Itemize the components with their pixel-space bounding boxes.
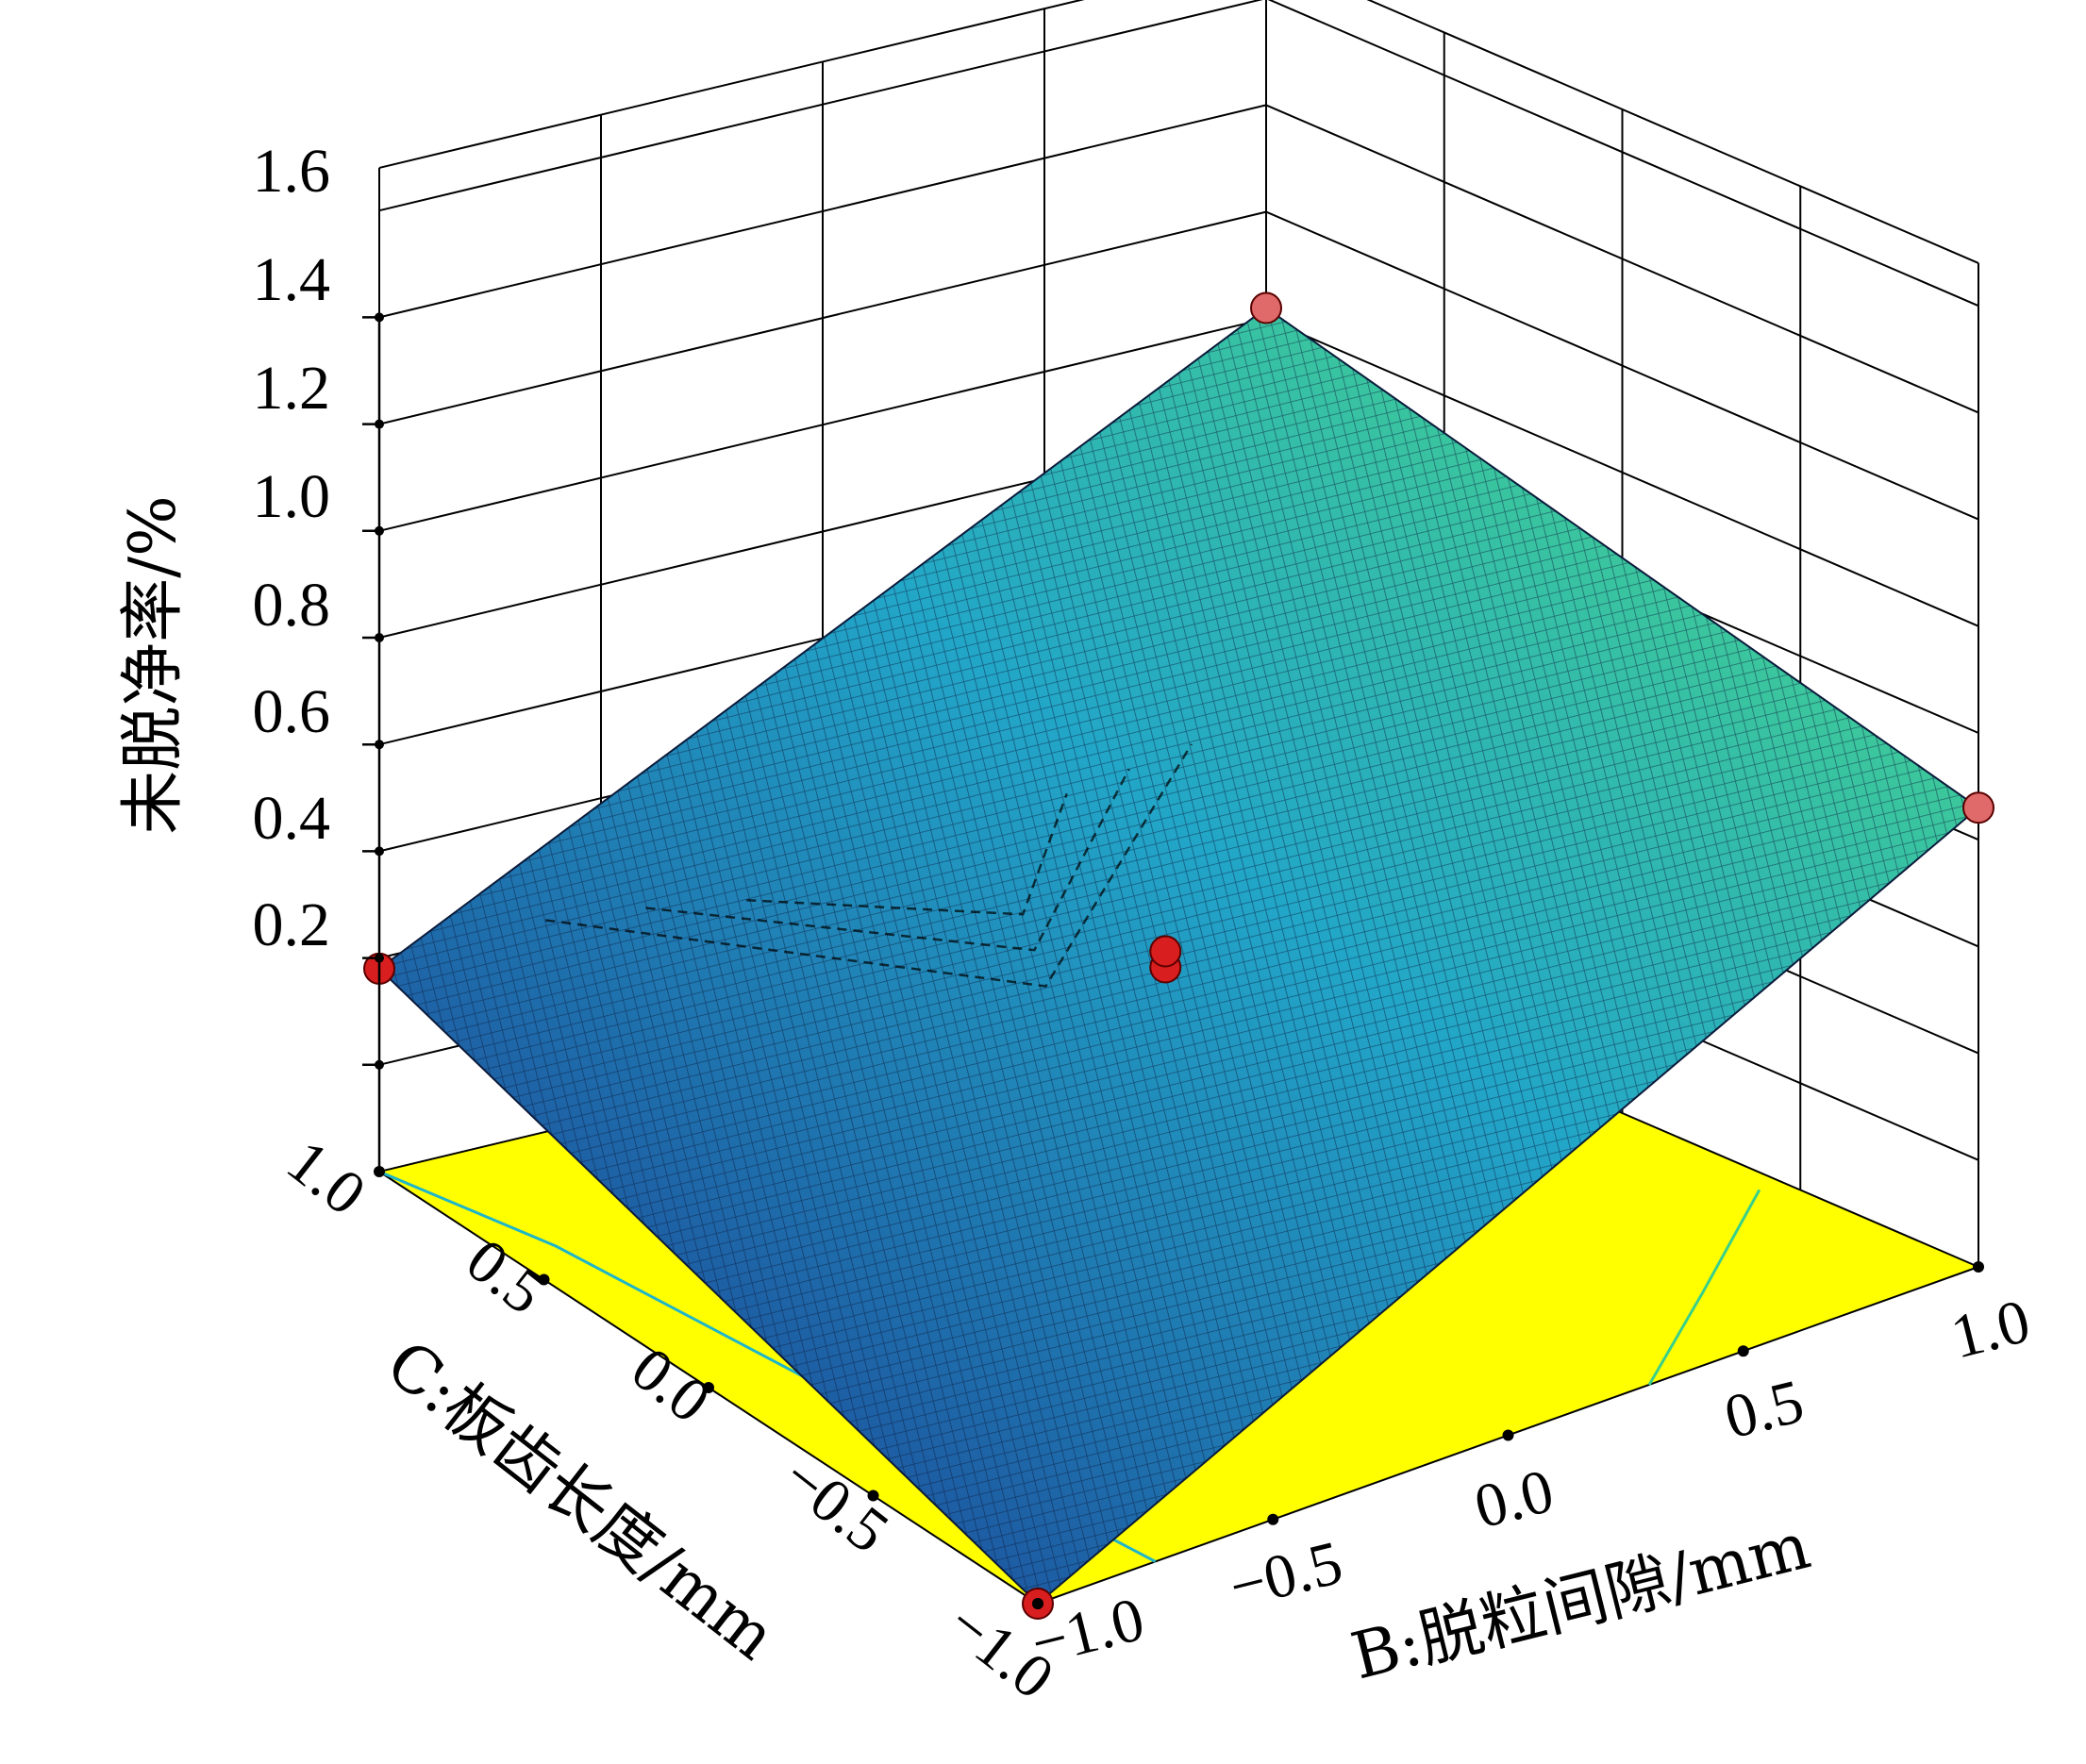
z-tick-dot: [375, 1059, 384, 1070]
z-tick-dot: [375, 633, 384, 642]
y-tick-dot: [867, 1489, 879, 1502]
grid-line: [378, 0, 1979, 264]
z-tick-label: 0.2: [253, 890, 331, 959]
z-tick-label: 0.4: [253, 784, 331, 853]
floor-contour: [1647, 1189, 1761, 1386]
surface-contour: [645, 768, 1130, 952]
z-tick-dot: [375, 846, 384, 857]
z-tick-dot: [375, 419, 384, 429]
axes: [362, 312, 1984, 1609]
y-tick-dot: [1032, 1598, 1043, 1609]
x-tick-dot: [1973, 1261, 1984, 1273]
z-tick-label: 0.8: [253, 571, 331, 640]
z-tick-label: 0.6: [253, 677, 331, 746]
z-tick-dot: [375, 312, 384, 323]
x-tick-dot: [1267, 1513, 1279, 1525]
design-point: [1250, 291, 1282, 325]
z-tick-label: 1.0: [253, 462, 331, 531]
x-tick-dot: [1502, 1429, 1514, 1441]
z-tick-labels: 0.2 0.4 0.6 0.8 1.0 1.2 1.4 1.6: [253, 137, 331, 959]
x-tick-label: 1.0: [1944, 1287, 2037, 1373]
y-tick-dot: [538, 1273, 550, 1286]
x-tick-label: 0.5: [1718, 1367, 1811, 1453]
z-tick-dot: [375, 525, 384, 536]
surface-contour: [746, 792, 1068, 916]
y-tick-dot: [703, 1382, 714, 1393]
x-axis-title: B:脱粒间隙/mm: [1344, 1509, 1817, 1695]
x-tick-label: 0.0: [1468, 1456, 1560, 1542]
z-axis-title: 未脱净率/%: [116, 495, 191, 835]
x-tick-label: −0.5: [1223, 1528, 1349, 1623]
z-tick-label: 1.6: [253, 137, 331, 206]
design-point: [1149, 935, 1182, 968]
z-tick-label: 1.2: [253, 354, 331, 423]
z-tick-label: 1.4: [253, 245, 331, 314]
surface-contour: [545, 743, 1193, 988]
z-tick-dot: [375, 740, 384, 750]
x-tick-dot: [1737, 1345, 1749, 1357]
z-tick-dot: [375, 953, 384, 963]
design-point: [1962, 791, 1994, 824]
y-tick-label: 1.0: [275, 1126, 378, 1228]
y-tick-dot: [374, 1166, 385, 1177]
